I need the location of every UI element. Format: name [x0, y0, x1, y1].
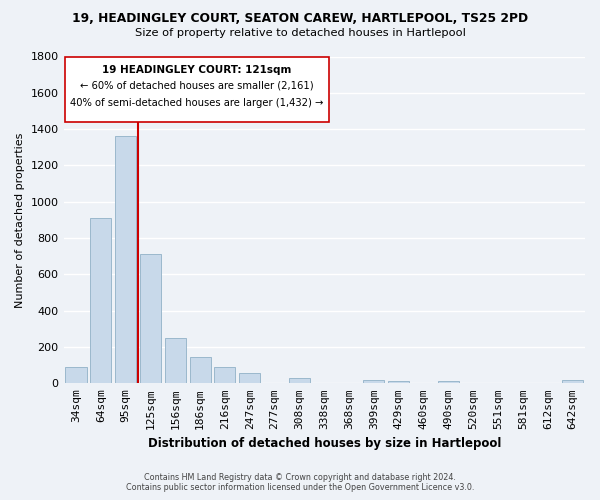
Bar	[388, 382, 409, 384]
Text: Size of property relative to detached houses in Hartlepool: Size of property relative to detached ho…	[134, 28, 466, 38]
Bar	[438, 380, 459, 384]
Bar	[115, 136, 136, 384]
Bar	[65, 367, 86, 384]
Bar	[239, 374, 260, 384]
Text: 19, HEADINGLEY COURT, SEATON CAREW, HARTLEPOOL, TS25 2PD: 19, HEADINGLEY COURT, SEATON CAREW, HART…	[72, 12, 528, 26]
Text: 19 HEADINGLEY COURT: 121sqm: 19 HEADINGLEY COURT: 121sqm	[103, 64, 292, 74]
Y-axis label: Number of detached properties: Number of detached properties	[15, 132, 25, 308]
Text: Contains HM Land Registry data © Crown copyright and database right 2024.
Contai: Contains HM Land Registry data © Crown c…	[126, 473, 474, 492]
Bar	[90, 218, 112, 384]
Bar	[562, 380, 583, 384]
Bar	[140, 254, 161, 384]
X-axis label: Distribution of detached houses by size in Hartlepool: Distribution of detached houses by size …	[148, 437, 501, 450]
Bar	[165, 338, 186, 384]
Text: ← 60% of detached houses are smaller (2,161): ← 60% of detached houses are smaller (2,…	[80, 80, 314, 90]
Text: 40% of semi-detached houses are larger (1,432) →: 40% of semi-detached houses are larger (…	[70, 98, 323, 108]
FancyBboxPatch shape	[65, 56, 329, 122]
Bar	[214, 367, 235, 384]
Bar	[289, 378, 310, 384]
Bar	[190, 357, 211, 384]
Bar	[364, 380, 385, 384]
